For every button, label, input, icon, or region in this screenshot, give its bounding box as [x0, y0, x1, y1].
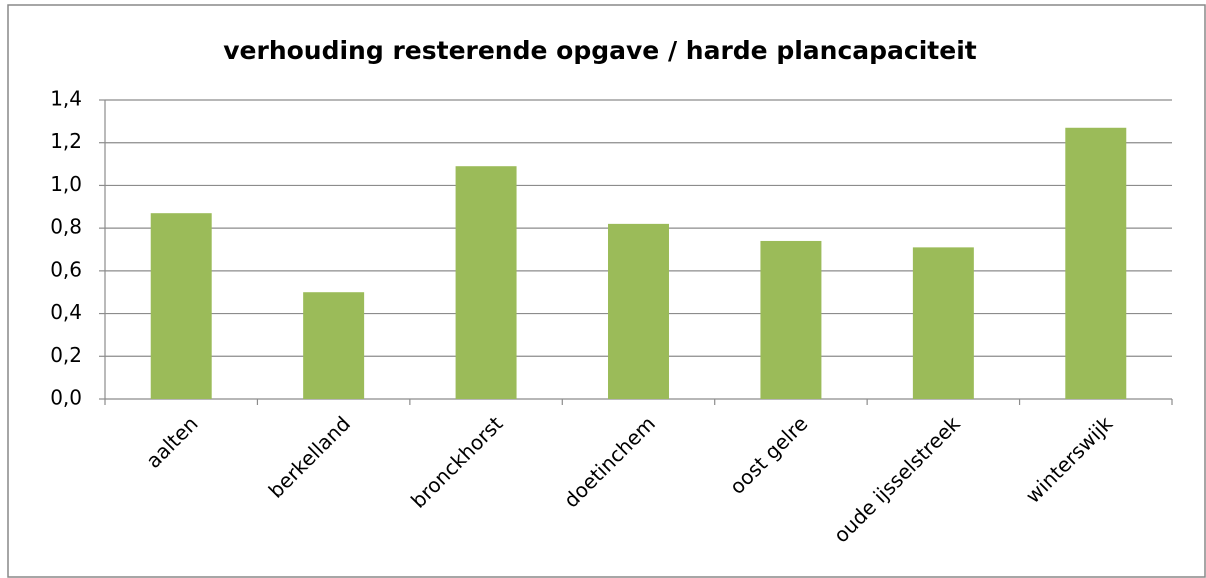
- bar: [1065, 127, 1127, 399]
- y-tick-label: 1,2: [50, 129, 82, 153]
- y-tick-label: 0,8: [50, 215, 82, 239]
- bar: [150, 213, 212, 399]
- bar: [608, 223, 669, 399]
- chart-title: verhouding resterende opgave / harde pla…: [223, 36, 977, 65]
- y-tick-label: 0,2: [50, 343, 82, 367]
- y-tick-label: 1,4: [50, 87, 82, 111]
- y-tick-label: 0,6: [50, 257, 82, 281]
- bar: [455, 166, 517, 399]
- bar: [760, 240, 822, 399]
- bar: [303, 292, 365, 399]
- y-tick-label: 1,0: [50, 172, 82, 196]
- y-tick-label: 0,0: [50, 386, 82, 410]
- y-tick-label: 0,4: [50, 300, 82, 324]
- bar: [912, 247, 974, 399]
